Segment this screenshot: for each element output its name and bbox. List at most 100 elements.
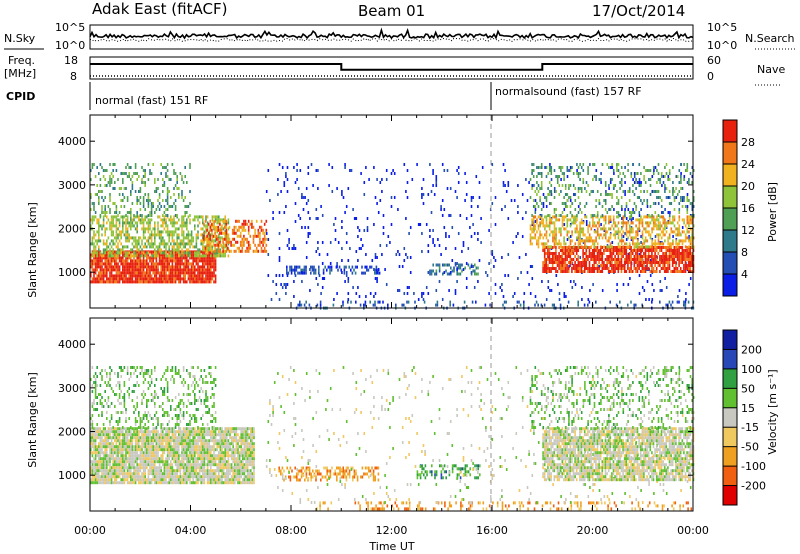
power-cell bbox=[585, 239, 588, 243]
power-cell bbox=[595, 249, 597, 252]
power-cell bbox=[675, 246, 677, 249]
power-cell bbox=[118, 259, 121, 263]
power-cell bbox=[531, 184, 534, 187]
power-cell bbox=[283, 211, 286, 214]
power-cell bbox=[616, 232, 618, 235]
power-cell bbox=[138, 259, 140, 263]
power-cell bbox=[590, 227, 593, 231]
power-cell bbox=[558, 184, 561, 187]
power-cell bbox=[619, 187, 621, 190]
power-cell bbox=[210, 265, 212, 269]
power-cell bbox=[588, 221, 591, 225]
power-cell bbox=[683, 221, 685, 225]
power-cell bbox=[197, 248, 199, 252]
power-cell bbox=[210, 280, 212, 284]
power-cell bbox=[304, 196, 306, 199]
power-cell bbox=[632, 242, 634, 246]
power-cell bbox=[609, 270, 612, 273]
power-cell bbox=[633, 267, 636, 270]
power-cell bbox=[104, 242, 106, 246]
power-cell bbox=[556, 181, 559, 184]
power-cell bbox=[166, 268, 169, 272]
power-cell bbox=[568, 196, 570, 199]
power-cell bbox=[182, 265, 185, 269]
power-cell bbox=[475, 300, 477, 304]
power-cell bbox=[165, 224, 167, 228]
power-cell bbox=[652, 270, 655, 273]
power-cell bbox=[569, 205, 572, 208]
power-cell bbox=[580, 211, 583, 214]
power-cell bbox=[648, 221, 650, 225]
power-cell bbox=[213, 265, 215, 269]
power-cell bbox=[659, 261, 661, 264]
power-cell bbox=[641, 267, 644, 270]
power-cell bbox=[142, 233, 145, 237]
power-cell bbox=[359, 303, 362, 307]
power-cell bbox=[582, 221, 585, 225]
power-cell bbox=[644, 249, 647, 252]
power-cell bbox=[205, 256, 207, 260]
power-cell bbox=[247, 249, 250, 253]
power-cell bbox=[112, 218, 114, 222]
power-cell bbox=[691, 255, 693, 258]
velocity-cell bbox=[91, 460, 94, 464]
power-cell bbox=[585, 267, 588, 270]
power-cell bbox=[409, 256, 412, 259]
power-cell bbox=[421, 250, 423, 253]
power-cell bbox=[675, 252, 677, 255]
power-cell bbox=[141, 259, 143, 263]
power-cell bbox=[625, 252, 628, 255]
power-cell bbox=[534, 215, 537, 219]
power-cell bbox=[684, 267, 687, 270]
velocity-cell bbox=[93, 448, 95, 452]
power-cell bbox=[686, 208, 689, 211]
power-cell bbox=[96, 268, 98, 272]
power-cell bbox=[647, 255, 650, 258]
power-cell bbox=[345, 205, 348, 208]
velocity-cell bbox=[99, 430, 102, 434]
power-cell bbox=[646, 280, 649, 283]
power-cell bbox=[654, 258, 656, 261]
power-cell bbox=[582, 264, 584, 267]
power-cell bbox=[163, 265, 166, 269]
power-cell bbox=[686, 255, 688, 258]
power-cell bbox=[225, 237, 228, 241]
power-cell bbox=[109, 277, 111, 281]
power-cell bbox=[352, 208, 354, 211]
power-cell bbox=[433, 193, 436, 196]
power-cell bbox=[208, 256, 210, 260]
power-cell bbox=[130, 211, 132, 214]
power-cell bbox=[158, 280, 161, 284]
power-cell bbox=[165, 254, 167, 258]
power-cell bbox=[212, 234, 215, 238]
power-cell bbox=[678, 169, 681, 172]
power-cell bbox=[422, 298, 425, 301]
velocity-cell bbox=[91, 439, 94, 443]
freq-left-label-line2: [MHz] bbox=[4, 67, 36, 80]
power-cell bbox=[149, 250, 151, 254]
power-cell bbox=[133, 271, 135, 275]
power-cell bbox=[668, 221, 671, 225]
velocity-cell bbox=[104, 469, 106, 473]
power-cell bbox=[616, 215, 618, 219]
power-cell bbox=[435, 175, 438, 178]
velocity-cell bbox=[112, 460, 114, 464]
power-cell bbox=[673, 218, 676, 222]
power-cell bbox=[649, 215, 652, 219]
power-cell bbox=[580, 264, 583, 267]
power-cell bbox=[131, 181, 134, 184]
power-cell bbox=[655, 246, 658, 249]
velocity-cell bbox=[115, 445, 118, 449]
power-cell bbox=[214, 259, 217, 263]
power-cell bbox=[96, 242, 98, 246]
power-cell bbox=[154, 221, 156, 225]
power-cell bbox=[628, 233, 631, 237]
power-cell bbox=[591, 258, 594, 261]
power-cell bbox=[187, 277, 190, 281]
power-cell bbox=[645, 265, 647, 268]
power-cell bbox=[155, 256, 158, 260]
power-cell bbox=[627, 264, 629, 267]
power-cell bbox=[331, 190, 334, 193]
power-cell bbox=[651, 245, 653, 249]
power-cell bbox=[529, 265, 532, 268]
